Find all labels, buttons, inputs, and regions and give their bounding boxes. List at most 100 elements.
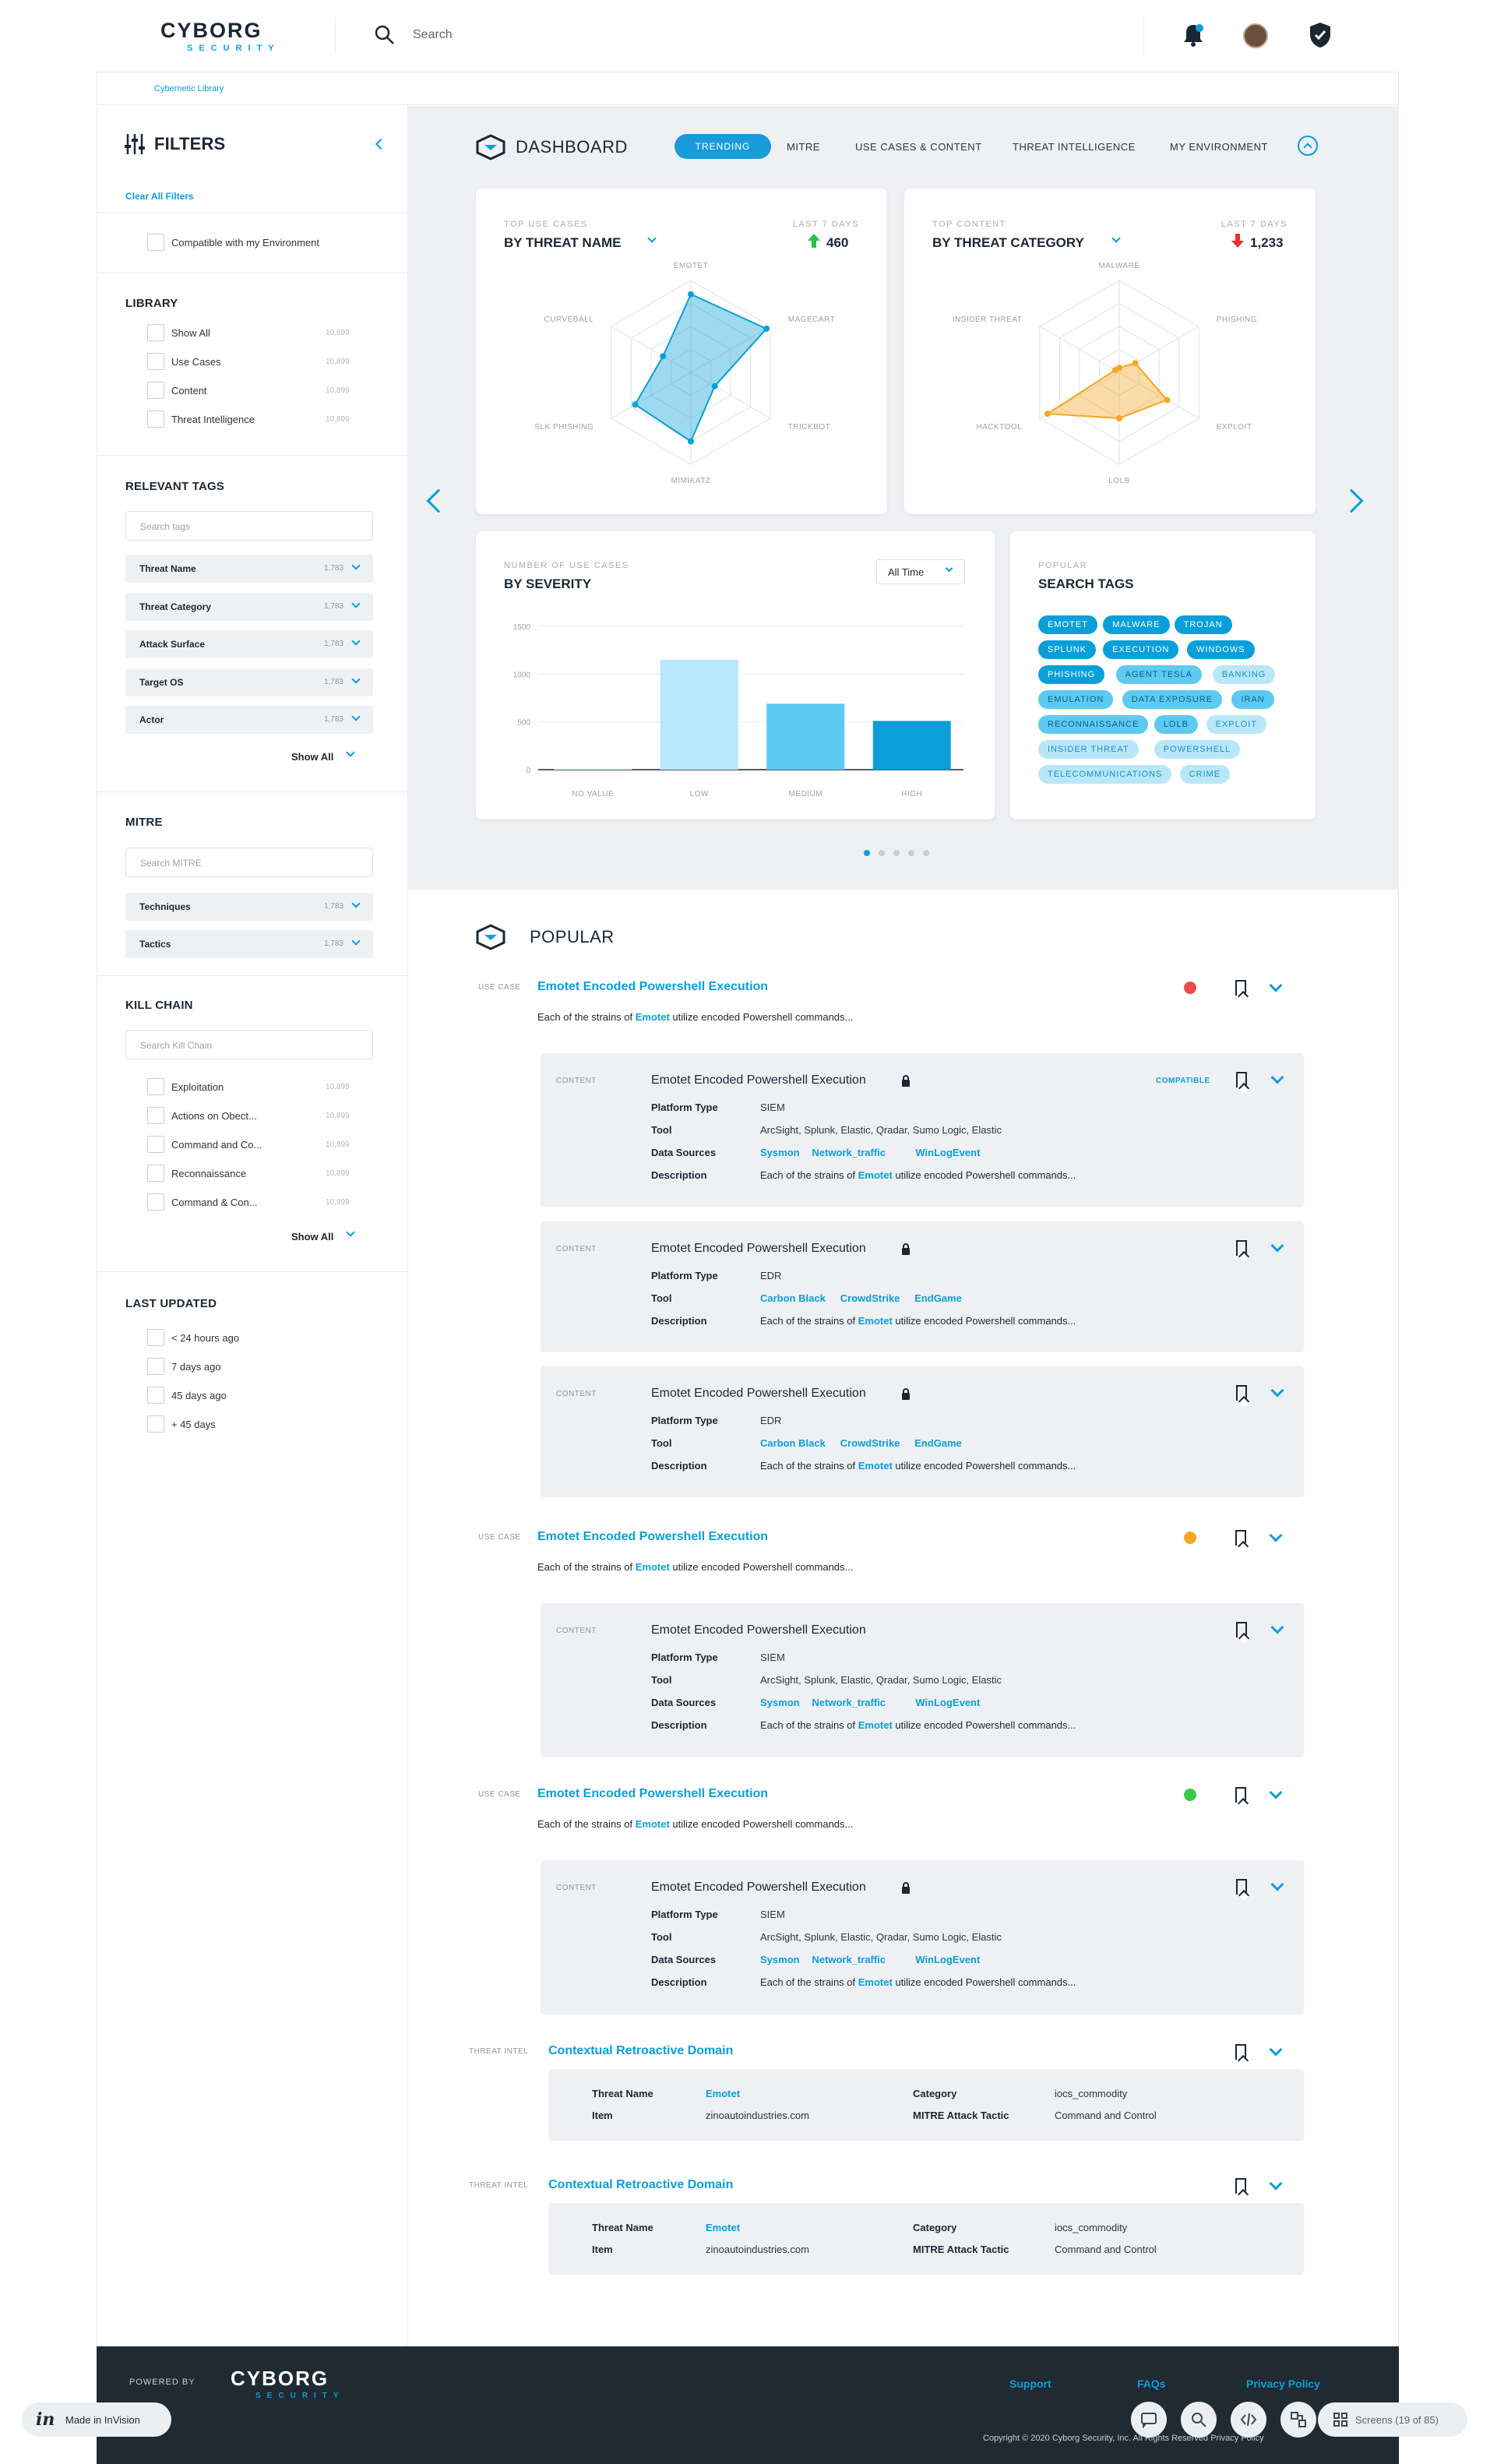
content-title[interactable]: Emotet Encoded Powershell Execution <box>651 1242 866 1255</box>
tab-use-cases-content[interactable]: USE CASES & CONTENT <box>855 141 982 153</box>
content-title[interactable]: Emotet Encoded Powershell Execution <box>651 1387 866 1400</box>
tool-link[interactable]: EndGame <box>914 1292 962 1304</box>
content-title[interactable]: Emotet Encoded Powershell Execution <box>651 1623 866 1637</box>
search-kill-chain-input[interactable]: Search Kill Chain <box>125 1030 373 1059</box>
library-item-checkbox[interactable] <box>147 324 164 341</box>
search-tag-reconnaissance[interactable]: RECONNAISSANCE <box>1038 715 1149 734</box>
search-tag-lolb[interactable]: LOLB <box>1154 715 1198 734</box>
bookmark-icon[interactable] <box>1236 1385 1247 1401</box>
shield-check-icon[interactable] <box>1309 22 1332 48</box>
search-tag-malware[interactable]: MALWARE <box>1103 615 1170 634</box>
data-source-link[interactable]: Network_traffic <box>812 1954 886 1965</box>
tag-row[interactable]: Threat Category 1,783 <box>125 592 373 621</box>
expand-chevron-icon[interactable] <box>1270 1239 1284 1253</box>
tab-threat-intelligence[interactable]: THREAT INTELLIGENCE <box>1013 141 1136 153</box>
threat-name-link[interactable]: Emotet <box>706 2222 741 2233</box>
expand-chevron-icon[interactable] <box>1270 1384 1284 1398</box>
tab-mitre[interactable]: MITRE <box>787 141 820 153</box>
kill-chain-item-checkbox[interactable] <box>147 1165 164 1182</box>
bookmark-icon[interactable] <box>1235 980 1246 996</box>
library-item-checkbox[interactable] <box>147 382 164 399</box>
bookmark-icon[interactable] <box>1235 1530 1246 1546</box>
library-item-checkbox[interactable] <box>147 353 164 370</box>
bar-high[interactable] <box>872 721 951 770</box>
expand-chevron-icon[interactable] <box>1270 1070 1284 1084</box>
tag-row[interactable]: Target OS 1,783 <box>125 668 373 696</box>
search-tag-windows[interactable]: WINDOWS <box>1187 640 1255 659</box>
expand-chevron-icon[interactable] <box>1270 1877 1284 1891</box>
search-tag-emulation[interactable]: EMULATION <box>1038 690 1114 709</box>
use-case-title[interactable]: Emotet Encoded Powershell Execution <box>537 1787 769 1800</box>
data-source-link[interactable]: Sysmon <box>760 1697 800 1708</box>
search-tag-telecommunications[interactable]: TELECOMMUNICATIONS <box>1038 765 1172 784</box>
last-updated-item-checkbox[interactable] <box>147 1329 164 1346</box>
mitre-row[interactable]: Techniques 1,783 <box>125 893 373 921</box>
data-source-link[interactable]: WinLogEvent <box>915 1147 981 1158</box>
screens-counter[interactable]: Screens (19 of 85) <box>1318 2402 1467 2437</box>
carousel-dot[interactable] <box>864 850 870 856</box>
search-input[interactable]: Search <box>413 28 453 41</box>
tool-link[interactable]: CrowdStrike <box>840 1292 900 1304</box>
privacy-policy-link[interactable]: Privacy Policy <box>1246 2378 1320 2390</box>
desc-link[interactable]: Emotet <box>635 1011 670 1023</box>
bookmark-icon[interactable] <box>1236 1072 1247 1087</box>
compatible-checkbox[interactable] <box>147 234 164 251</box>
tab-trending[interactable]: TRENDING <box>675 134 771 159</box>
desc-link[interactable]: Emotet <box>858 1169 893 1181</box>
tab-my-environment[interactable]: MY ENVIRONMENT <box>1170 141 1268 153</box>
code-icon[interactable] <box>1231 2402 1266 2438</box>
kill-chain-item-checkbox[interactable] <box>147 1078 164 1095</box>
desc-link[interactable]: Emotet <box>858 1719 893 1731</box>
carousel-dot[interactable] <box>908 850 914 856</box>
search-tag-phishing[interactable]: PHISHING <box>1038 665 1105 684</box>
search-tag-exploit[interactable]: EXPLOIT <box>1206 715 1267 734</box>
content-title[interactable]: Emotet Encoded Powershell Execution <box>651 1073 866 1087</box>
tag-row[interactable]: Actor 1,783 <box>125 706 373 734</box>
data-source-link[interactable]: WinLogEvent <box>915 1954 981 1965</box>
desc-link[interactable]: Emotet <box>635 1561 670 1573</box>
data-source-link[interactable]: Sysmon <box>760 1954 800 1965</box>
tool-link[interactable]: EndGame <box>914 1437 962 1449</box>
bookmark-icon[interactable] <box>1235 2178 1246 2194</box>
clear-all-filters-link[interactable]: Clear All Filters <box>125 191 194 202</box>
bar-no-value[interactable] <box>554 767 632 770</box>
search-icon[interactable] <box>1181 2402 1217 2438</box>
kill-chain-item-checkbox[interactable] <box>147 1193 164 1211</box>
comment-icon[interactable] <box>1131 2402 1167 2438</box>
data-source-link[interactable]: Sysmon <box>760 1147 800 1158</box>
expand-chevron-icon[interactable] <box>1270 1620 1284 1634</box>
bookmark-icon[interactable] <box>1236 1879 1247 1895</box>
desc-link[interactable]: Emotet <box>858 1460 893 1472</box>
last-updated-item-checkbox[interactable] <box>147 1358 164 1375</box>
bar-low[interactable] <box>660 659 738 770</box>
tool-link[interactable]: Carbon Black <box>760 1437 826 1449</box>
search-tag-emotet[interactable]: EMOTET <box>1038 615 1097 634</box>
desc-link[interactable]: Emotet <box>858 1315 893 1327</box>
invision-badge[interactable]: in Made in InVision <box>22 2402 171 2437</box>
last-updated-item-checkbox[interactable] <box>147 1387 164 1404</box>
time-range-select[interactable]: All Time <box>876 559 965 584</box>
search-tag-trojan[interactable]: TROJAN <box>1174 615 1232 634</box>
carousel-dot[interactable] <box>893 850 900 856</box>
desc-link[interactable]: Emotet <box>858 1976 893 1988</box>
bell-icon[interactable] <box>1182 23 1204 47</box>
search-tag-splunk[interactable]: SPLUNK <box>1038 640 1097 659</box>
bookmark-icon[interactable] <box>1235 1787 1246 1803</box>
tool-link[interactable]: CrowdStrike <box>840 1437 900 1449</box>
use-case-title[interactable]: Emotet Encoded Powershell Execution <box>537 1530 769 1543</box>
search-tag-insider-threat[interactable]: INSIDER THREAT <box>1038 740 1139 759</box>
search-tag-crime[interactable]: CRIME <box>1179 765 1231 784</box>
data-source-link[interactable]: WinLogEvent <box>915 1697 981 1708</box>
search-tag-agent-tesla[interactable]: AGENT TESLA <box>1115 665 1202 684</box>
support-link[interactable]: Support <box>1009 2378 1051 2390</box>
kill-chain-show-all-button[interactable]: Show All <box>291 1231 334 1243</box>
search-tag-iran[interactable]: IRAN <box>1231 690 1274 709</box>
threat-name-link[interactable]: Emotet <box>706 2088 741 2099</box>
tag-row[interactable]: Threat Name 1,783 <box>125 555 373 583</box>
search-tag-banking[interactable]: BANKING <box>1212 665 1276 684</box>
bookmark-icon[interactable] <box>1236 1240 1247 1256</box>
carousel-dot[interactable] <box>879 850 885 856</box>
logo[interactable]: CYBORG <box>160 19 262 42</box>
carousel-dot[interactable] <box>923 850 929 856</box>
data-source-link[interactable]: Network_traffic <box>812 1697 886 1708</box>
